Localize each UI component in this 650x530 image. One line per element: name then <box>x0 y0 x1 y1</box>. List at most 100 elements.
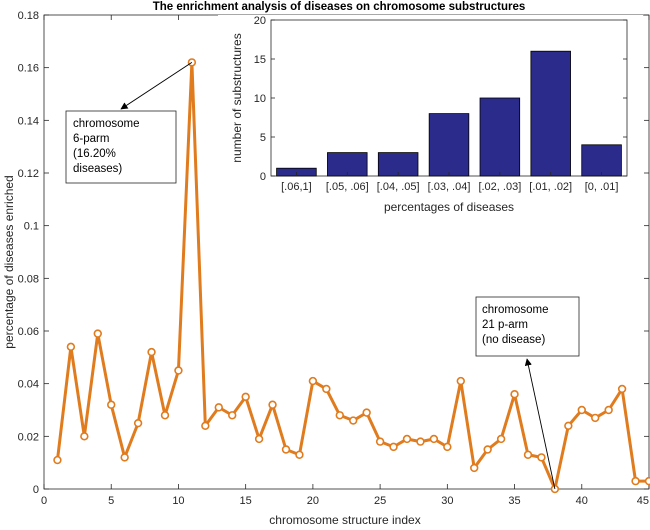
inset-y-tick-label: 0 <box>260 171 266 183</box>
x-axis-label: chromosome structure index <box>269 513 420 527</box>
data-point <box>268 400 277 409</box>
annotation-arrow <box>524 358 556 490</box>
data-point <box>429 434 439 444</box>
data-point <box>254 434 264 444</box>
data-point <box>214 403 223 412</box>
data-point <box>295 450 304 459</box>
x-tick-label: 30 <box>441 495 453 507</box>
histogram-bar <box>479 97 521 177</box>
main-series <box>53 58 650 494</box>
inset-x-tick-label: [.06,1] <box>281 181 312 193</box>
histogram-bar <box>581 144 622 177</box>
histogram-bar <box>530 50 571 177</box>
data-point <box>375 437 385 446</box>
data-point <box>416 437 425 446</box>
x-tick-label: 35 <box>508 495 520 507</box>
annotation-text: 21 p-arm <box>482 319 528 331</box>
y-axis-label: percentage of diseases enriched <box>2 175 16 348</box>
inset-x-tick-label: [0, .01] <box>585 181 619 193</box>
data-point <box>631 476 640 486</box>
data-point <box>362 408 371 417</box>
data-point <box>604 405 613 415</box>
data-point <box>537 453 546 462</box>
histogram-bar <box>428 113 470 177</box>
annotation-arrow <box>120 62 193 110</box>
inset-y-tick-label: 15 <box>254 54 266 66</box>
x-tick-label: 15 <box>240 495 252 507</box>
annotation-text: (16.20% <box>73 148 116 160</box>
data-point <box>617 384 627 394</box>
annotation-box <box>65 110 177 184</box>
x-tick-label: 10 <box>172 495 184 507</box>
y-tick-label: 0 <box>33 484 39 496</box>
data-point <box>591 413 600 423</box>
x-tick-label: 25 <box>374 495 386 507</box>
inset-y-axis-label: number of substructures <box>230 33 244 162</box>
data-point <box>349 416 358 425</box>
data-point <box>456 376 465 386</box>
inset-y-tick-label: 20 <box>254 15 266 27</box>
data-point <box>564 421 573 430</box>
x-tick-label: 20 <box>307 495 319 507</box>
data-point <box>174 366 183 375</box>
inset-y-tick-label: 10 <box>254 93 266 105</box>
annotation-text: 6-parm <box>73 133 109 145</box>
data-point <box>443 442 452 452</box>
inset-x-tick-label: [.03, .04] <box>428 181 471 193</box>
annotation-text: chromosome <box>73 118 139 130</box>
inset-histogram: 0 5 10 15 20 [.06,1] [.05, .06] [.04, .05] [.03,… <box>218 15 643 218</box>
data-point <box>53 455 62 465</box>
x-tick-label: 5 <box>108 495 114 507</box>
data-point <box>470 463 479 473</box>
y-tick-label: 0.18 <box>18 10 39 22</box>
y-tick-label: 0.12 <box>18 168 39 180</box>
inset-x-tick-label: [.04, .05] <box>377 181 420 193</box>
x-tick-label: 40 <box>576 495 588 507</box>
data-point <box>241 392 250 402</box>
data-point <box>523 450 533 459</box>
data-point <box>644 476 650 486</box>
data-point <box>402 434 412 444</box>
y-tick-label: 0.08 <box>18 273 39 285</box>
annotation-text: diseases) <box>73 163 122 175</box>
data-point <box>308 376 318 386</box>
data-point <box>201 421 210 430</box>
y-tick-label: 0.14 <box>18 115 39 127</box>
inset-y-tick-label: 5 <box>260 132 266 144</box>
data-point <box>80 432 89 441</box>
y-tick-label: 0.16 <box>18 63 39 75</box>
y-tick-label: 0.04 <box>18 379 39 391</box>
data-point <box>160 411 170 420</box>
data-point <box>281 445 291 454</box>
data-point <box>335 411 344 420</box>
main-axes: 0 0.02 0.04 0.06 0.08 0.1 0.12 0.14 0.16 0.18 0 5 10… <box>18 10 650 507</box>
data-point <box>107 400 116 409</box>
annotation-text: chromosome <box>482 304 548 316</box>
chart-title: The enrichment analysis of diseases on c… <box>153 1 526 13</box>
inset-x-tick-label: [.01, .02] <box>529 181 572 193</box>
inset-x-tick-label: [.05, .06] <box>326 181 369 193</box>
data-point <box>133 418 143 428</box>
data-point <box>228 411 237 420</box>
y-tick-label: 0.06 <box>18 326 39 338</box>
x-tick-label: 45 <box>637 495 649 507</box>
data-point <box>510 390 519 399</box>
data-point <box>322 384 331 394</box>
annotation-text: (no disease) <box>482 334 545 346</box>
data-point <box>147 347 156 357</box>
data-point <box>93 329 102 338</box>
annotation-box <box>475 296 580 357</box>
annotations: chromosome 6-parm (16.20% diseases) chromoso… <box>65 62 580 490</box>
data-point <box>120 453 129 462</box>
inset-x-axis-label: percentages of diseases <box>384 200 514 214</box>
data-point <box>66 342 76 351</box>
y-tick-label: 0.1 <box>24 221 39 233</box>
data-point <box>389 442 398 452</box>
x-tick-label: 0 <box>41 495 47 507</box>
data-point <box>483 445 492 454</box>
y-tick-label: 0.02 <box>18 431 39 443</box>
data-point <box>496 434 506 444</box>
data-point <box>577 405 586 415</box>
inset-x-tick-label: [.02, .03] <box>478 181 521 193</box>
